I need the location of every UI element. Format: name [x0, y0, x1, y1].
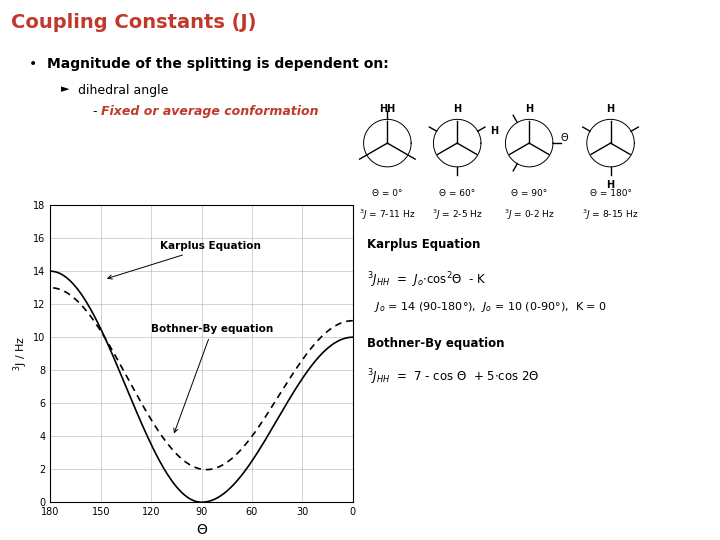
Text: Karplus Equation: Karplus Equation	[367, 238, 480, 251]
Text: Fixed or average conformation: Fixed or average conformation	[101, 105, 318, 118]
Text: $J_o$ = 14 (90-180°),  $J_o$ = 10 (0-90°),  K = 0: $J_o$ = 14 (90-180°), $J_o$ = 10 (0-90°)…	[374, 300, 608, 314]
Text: H: H	[525, 104, 534, 114]
Text: Θ = 90°: Θ = 90°	[511, 189, 547, 198]
Text: $^3J$ = 8-15 Hz: $^3J$ = 8-15 Hz	[582, 208, 639, 222]
Text: HH: HH	[379, 104, 395, 114]
Y-axis label: $^3$J / Hz: $^3$J / Hz	[12, 336, 30, 372]
Text: Θ = 0°: Θ = 0°	[372, 189, 402, 198]
Text: Karplus Equation: Karplus Equation	[108, 241, 261, 279]
Text: $^3J$ = 7-11 Hz: $^3J$ = 7-11 Hz	[359, 208, 415, 222]
Text: Θ: Θ	[560, 133, 567, 143]
Text: •: •	[29, 57, 37, 71]
Text: dihedral angle: dihedral angle	[78, 84, 168, 97]
Text: H: H	[606, 180, 615, 191]
Text: Θ = 60°: Θ = 60°	[439, 189, 475, 198]
Text: Magnitude of the splitting is dependent on:: Magnitude of the splitting is dependent …	[47, 57, 389, 71]
Text: $^3J$ = 0-2 Hz: $^3J$ = 0-2 Hz	[504, 208, 554, 222]
Text: Coupling Constants (J): Coupling Constants (J)	[11, 14, 256, 32]
X-axis label: Θ: Θ	[196, 523, 207, 537]
Text: Bothner-By equation: Bothner-By equation	[367, 338, 505, 350]
Text: H: H	[490, 126, 498, 136]
Text: ►: ►	[61, 84, 70, 94]
Text: H: H	[453, 104, 462, 114]
Text: $^3J$ = 2-5 Hz: $^3J$ = 2-5 Hz	[432, 208, 482, 222]
Text: Θ = 180°: Θ = 180°	[590, 189, 631, 198]
Text: -: -	[92, 105, 96, 118]
Text: Bothner-By equation: Bothner-By equation	[151, 324, 274, 433]
Text: H: H	[606, 104, 615, 114]
Text: $^3J_{HH}$  =  7 - cos $\Theta$  + 5$\cdot$cos 2$\Theta$: $^3J_{HH}$ = 7 - cos $\Theta$ + 5$\cdot$…	[367, 367, 540, 387]
Text: $^3J_{HH}$  =  $J_o$$\cdot$cos$^2\Theta$  - K: $^3J_{HH}$ = $J_o$$\cdot$cos$^2\Theta$ -…	[367, 270, 487, 289]
